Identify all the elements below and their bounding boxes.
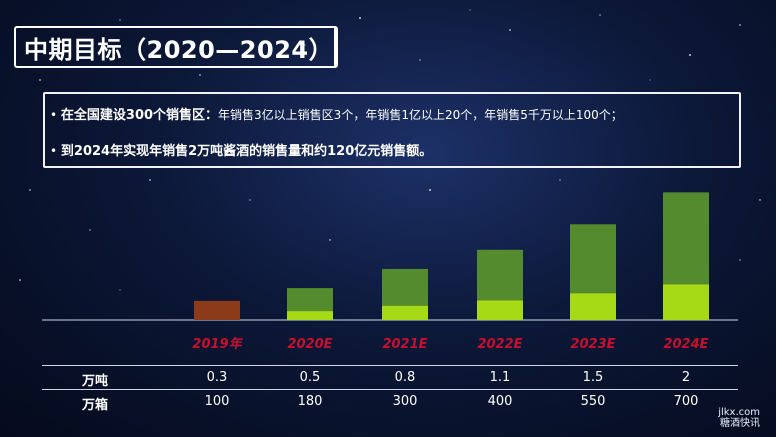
bar-segment-lower: [382, 305, 428, 320]
bullet-2: •: [50, 144, 61, 158]
title-frame: [14, 26, 338, 68]
bar-segment-upper: [663, 192, 709, 285]
category-label: 2019年: [192, 336, 243, 352]
category-label: 2024E: [663, 337, 708, 352]
info-line-2: • 到2024年实现年销售2万吨酱酒的销售量和约120亿元销售额。: [50, 140, 432, 159]
bar-segment-lower: [570, 293, 616, 320]
watermark-brand: 糖酒快讯: [720, 418, 760, 429]
bar-2021E: [382, 268, 428, 320]
category-label: 2023E: [570, 337, 615, 352]
bar-segment-lower: [287, 311, 333, 320]
bar-segment-lower: [477, 300, 523, 320]
bar-segment-upper: [477, 249, 523, 301]
table-top-rule: [42, 365, 738, 366]
info-line-1-rest: 年销售3亿以上销售区3个，年销售1亿以上20个，年销售5千万以上100个；: [218, 108, 623, 122]
bar-segment-upper: [287, 288, 333, 312]
category-label: 2020E: [287, 337, 332, 352]
table-cell: 180: [297, 394, 323, 409]
bar-segment-upper: [570, 224, 616, 294]
table-cell: 1.5: [582, 370, 604, 385]
bar-2024E: [663, 192, 709, 320]
table-cell: 1.1: [489, 370, 511, 385]
watermark-url: jlkx.com: [718, 407, 760, 418]
bullet-1: •: [50, 108, 61, 122]
table-row-label: 万吨: [82, 374, 109, 389]
watermark: jlkx.com 糖酒快讯: [718, 407, 760, 429]
table-cell: 550: [580, 394, 606, 409]
bar-2020E: [287, 288, 333, 320]
table-cell: 300: [392, 394, 418, 409]
bar-2022E: [477, 249, 523, 320]
category-label: 2022E: [477, 337, 522, 352]
table-cell: 2: [681, 370, 691, 385]
bar-2019年: [194, 300, 240, 320]
category-label: 2021E: [382, 337, 427, 352]
info-line-2-bold: 到2024年实现年销售2万吨酱酒的销售量和约120亿元销售额。: [60, 144, 433, 159]
info-line-1-bold: 在全国建设300个销售区：: [60, 108, 219, 123]
bar-segment: [194, 300, 240, 320]
bar-segment-lower: [663, 284, 709, 320]
table-cell: 100: [204, 394, 230, 409]
table-cell: 400: [487, 394, 513, 409]
page-title: 中期目标（2020—2024）: [24, 36, 334, 64]
table-cell: 700: [673, 394, 699, 409]
table-mid-rule: [42, 389, 738, 390]
table-cell: 0.3: [206, 370, 228, 385]
info-panel: [43, 92, 741, 168]
table-cell: 0.8: [394, 370, 416, 385]
table-row-label: 万箱: [82, 398, 109, 413]
bar-segment-upper: [382, 268, 428, 306]
table-cell: 0.5: [299, 370, 321, 385]
bar-2023E: [570, 224, 616, 320]
info-line-1: • 在全国建设300个销售区：年销售3亿以上销售区3个，年销售1亿以上20个，年…: [50, 104, 623, 123]
